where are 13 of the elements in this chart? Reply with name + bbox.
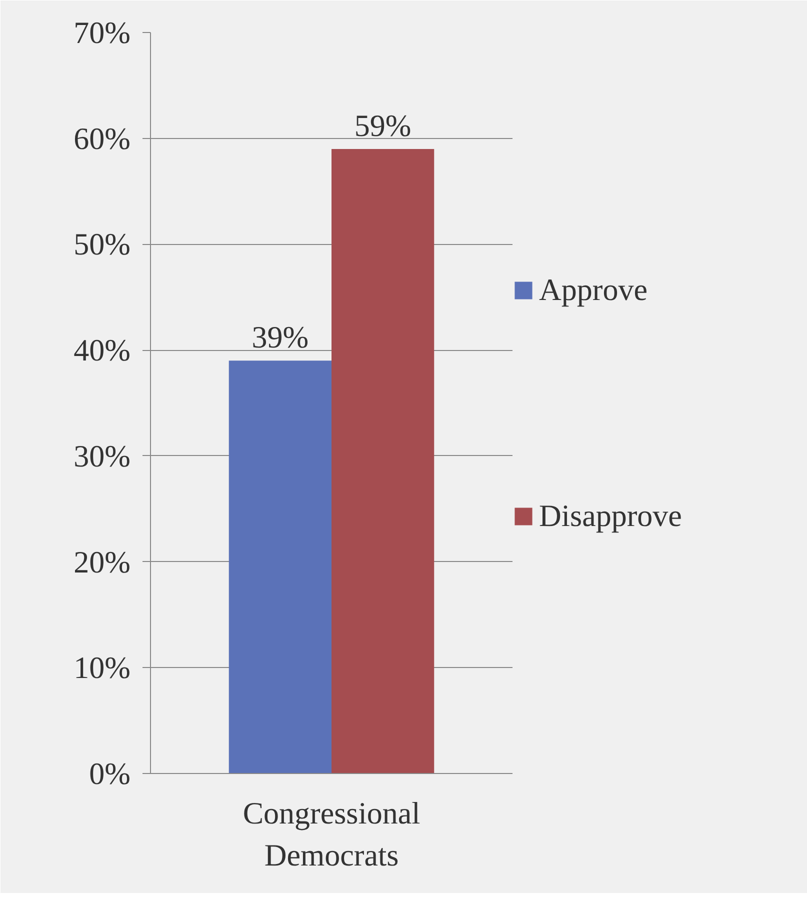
y-tick-label: 20% xyxy=(74,544,131,580)
legend-label: Approve xyxy=(539,272,648,308)
legend-label: Disapprove xyxy=(539,498,682,534)
data-label: 39% xyxy=(252,320,309,355)
y-tick-label: 70% xyxy=(74,15,131,50)
y-tick-label: 0% xyxy=(89,756,131,791)
y-tick-label: 60% xyxy=(74,120,131,156)
y-tick-label: 50% xyxy=(74,226,131,262)
x-tick-label: Congressional Democrats xyxy=(242,796,420,872)
y-tick-label: 40% xyxy=(74,332,131,368)
y-tick-label: 10% xyxy=(74,650,131,686)
data-label: 59% xyxy=(354,108,412,143)
y-tick-label: 30% xyxy=(74,438,131,474)
